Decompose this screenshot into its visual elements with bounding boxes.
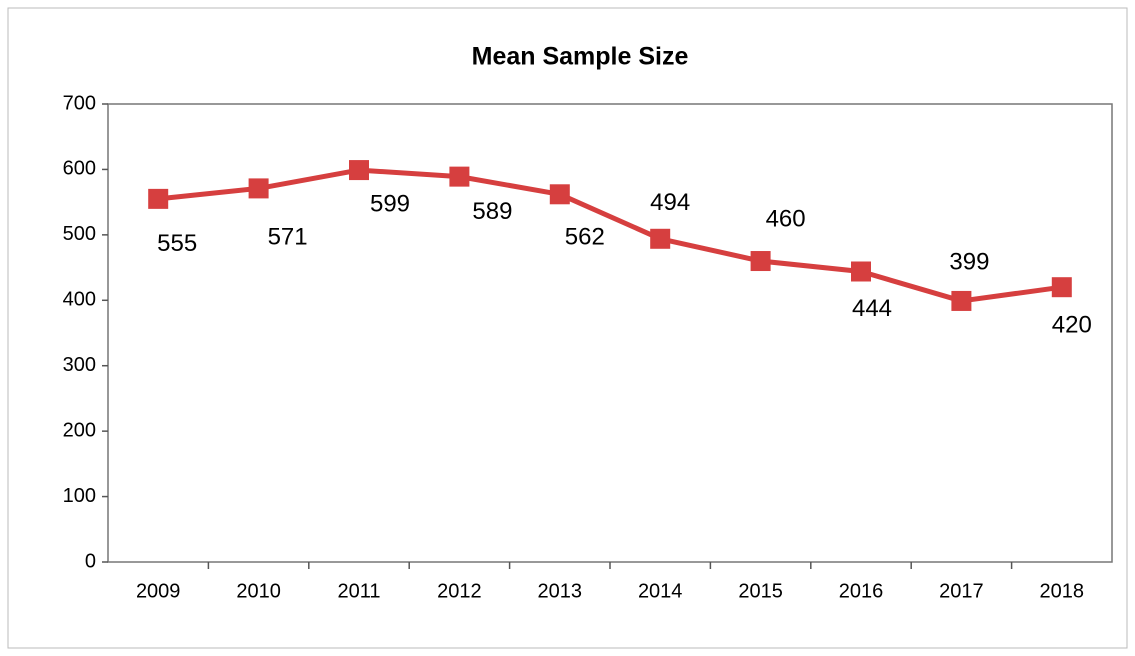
data-label: 571 [268, 224, 308, 251]
y-tick-label: 600 [63, 158, 96, 180]
x-tick-label: 2015 [738, 580, 783, 602]
data-label: 599 [370, 190, 410, 217]
x-tick-label: 2017 [939, 580, 984, 602]
data-label: 444 [852, 295, 892, 322]
marker [851, 261, 871, 282]
marker [148, 188, 169, 209]
marker [650, 228, 671, 249]
y-tick-label: 400 [63, 289, 96, 311]
marker [1051, 277, 1072, 298]
x-tick-label: 2009 [136, 580, 181, 602]
x-tick-label: 2018 [1040, 580, 1085, 602]
line [157, 167, 1063, 304]
x-tick-label: 2011 [337, 580, 380, 602]
chart-frame [7, 7, 1128, 649]
y-tick-label: 200 [63, 419, 96, 441]
data-label: 589 [472, 198, 512, 225]
marker [449, 166, 470, 187]
data-label: 555 [157, 230, 197, 257]
marker [750, 251, 771, 272]
data-label: 399 [949, 248, 989, 275]
data-label: 562 [565, 224, 605, 251]
x-tick-label: 2014 [638, 580, 683, 602]
y-tick-label: 300 [63, 354, 96, 376]
y-tick-label: 500 [63, 223, 96, 245]
data-label: 460 [766, 205, 806, 232]
y-tick-label: 100 [63, 485, 96, 507]
y-tick-label: 0 [85, 550, 96, 572]
x-tick-label: 2016 [839, 580, 884, 602]
y-tick-label: 700 [63, 92, 96, 114]
marker [248, 178, 269, 199]
data-label: 420 [1052, 312, 1092, 339]
data-label: 494 [650, 189, 690, 216]
x-tick-label: 2013 [538, 580, 583, 602]
marker [549, 184, 570, 205]
chart-title: Mean Sample Size [472, 43, 689, 71]
marker [349, 160, 369, 181]
marker [951, 290, 972, 311]
x-tick-label: 2012 [437, 580, 482, 602]
x-tick-label: 2010 [236, 580, 281, 602]
